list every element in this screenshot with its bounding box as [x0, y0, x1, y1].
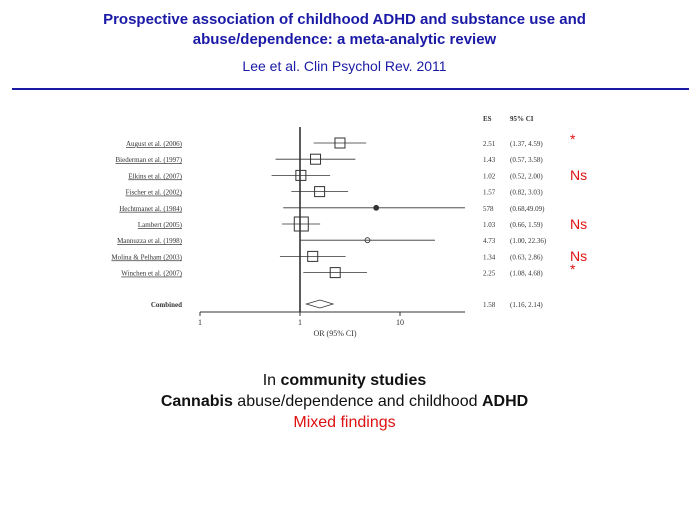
x-tick-label: 1 — [298, 318, 302, 327]
point-estimate — [334, 137, 346, 149]
ci-value: (0.68,49.09) — [510, 205, 545, 213]
caption-2-bold-2: ADHD — [481, 393, 529, 410]
ci-value: (1.08, 4.68) — [510, 270, 543, 278]
caption-2-mid: abuse/dependence and childhood — [232, 393, 482, 410]
significance-note: Ns — [570, 167, 588, 184]
es-value: 4.73 — [483, 237, 496, 245]
es-value: 2.25 — [483, 270, 496, 278]
es-value: 1.34 — [483, 253, 496, 261]
study-label: August et al. (2006) — [126, 140, 183, 148]
point-estimate — [293, 216, 309, 232]
study-label: Mannuzza et al. (1998) — [117, 237, 183, 245]
ci-value: (0.52, 2.00) — [510, 172, 543, 180]
caption-line-2: Cannabis abuse/dependence and childhood … — [0, 393, 689, 411]
x-axis-label: OR (95% CI) — [313, 329, 356, 338]
forest-plot: 1 1 10 OR (95% CI) ES 95% CI August et al. (20… — [111, 115, 547, 338]
x-tick-label: 1 — [198, 318, 202, 327]
caption-1-prefix: In — [262, 372, 281, 389]
citation: Lee et al. Clin Psychol Rev. 2011 — [242, 58, 447, 74]
caption-line-3: Mixed findings — [293, 414, 396, 431]
combined-label: Combined — [151, 301, 182, 309]
ci-value: (0.66, 1.59) — [510, 221, 543, 229]
point-estimate — [314, 186, 326, 198]
study-label: Fischer et al. (2002) — [126, 189, 183, 197]
es-value: 1.58 — [483, 301, 496, 309]
es-value: 1.43 — [483, 156, 496, 164]
es-value: 2.51 — [483, 140, 496, 148]
ci-value: (0.82, 3.03) — [510, 189, 543, 197]
study-label: Biederman et al. (1997) — [116, 156, 183, 164]
title-line-1: Prospective association of childhood ADH… — [103, 11, 586, 28]
es-value: 578 — [483, 205, 494, 213]
combined-diamond — [305, 299, 335, 309]
ci-value: (1.00, 22.36) — [510, 237, 547, 245]
ci-value: (0.63, 2.86) — [510, 253, 543, 261]
caption-line-1: In community studies — [0, 372, 689, 390]
caption-1-bold: community studies — [280, 372, 427, 389]
point-estimate — [364, 237, 371, 244]
study-label: Hechtmanet al. (1984) — [119, 205, 182, 213]
title-divider — [12, 88, 689, 90]
point-estimate — [307, 250, 319, 262]
ci-value: (1.37, 4.59) — [510, 140, 543, 148]
significance-note: * — [570, 131, 576, 147]
study-label: Lambert (2005) — [138, 221, 183, 229]
title-line-2: abuse/dependence: a meta-analytic review — [192, 31, 497, 48]
slide-title: Prospective association of childhood ADH… — [0, 10, 689, 50]
study-label: Molina & Pelham (2003) — [111, 253, 182, 261]
column-header-es: ES — [483, 115, 492, 123]
significance-note: Ns — [570, 216, 588, 232]
study-label: Winchen et al. (2007) — [121, 270, 182, 278]
significance-note: Ns — [570, 248, 588, 265]
column-header-ci: 95% CI — [510, 115, 534, 123]
study-label: Elkins et al. (2007) — [128, 172, 182, 180]
es-value: 1.03 — [483, 221, 496, 229]
point-estimate — [295, 169, 307, 181]
point-estimate — [310, 153, 322, 165]
ci-value: (0.57, 3.58) — [510, 156, 543, 164]
x-tick-label: 10 — [396, 318, 404, 327]
significance-note: * — [570, 260, 576, 277]
es-value: 1.57 — [483, 189, 496, 197]
point-estimate — [373, 204, 380, 211]
es-value: 1.02 — [483, 172, 496, 180]
caption-2-bold-1: Cannabis — [160, 393, 233, 410]
point-estimate — [329, 267, 341, 279]
ci-value: (1.16, 2.14) — [510, 301, 543, 309]
